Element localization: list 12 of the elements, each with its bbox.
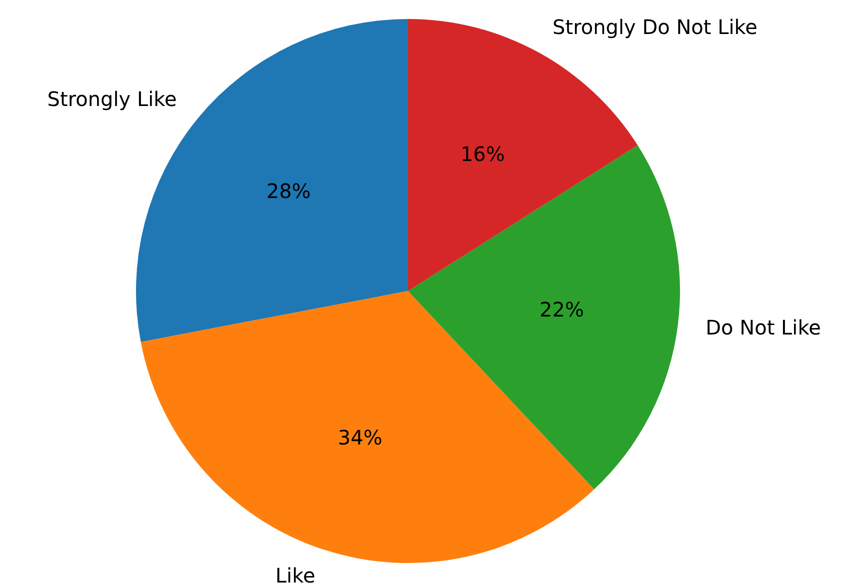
slice-label: Like (275, 563, 316, 585)
data-label: 16% (460, 142, 505, 166)
slice-label: Do Not Like (706, 316, 821, 340)
slice-label: Strongly Do Not Like (552, 15, 758, 40)
data-label: 28% (266, 179, 311, 204)
pie-slice (136, 19, 408, 342)
pie-slice (140, 291, 594, 563)
pie-slice (408, 19, 638, 291)
data-label: 22% (540, 297, 584, 322)
data-label: 34% (338, 425, 382, 450)
slice-label: Strongly Like (47, 86, 177, 111)
pie-slice (408, 145, 680, 490)
